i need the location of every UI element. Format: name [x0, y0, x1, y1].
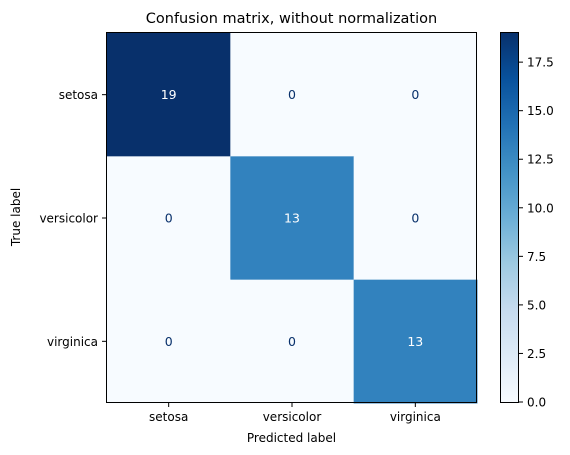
colorbar-tick-label: 7.5: [527, 250, 546, 264]
chart-title: Confusion matrix, without normalization: [146, 11, 437, 27]
x-tick-label: setosa: [149, 410, 188, 424]
heatmap-cell-labels: 19 0 0 0 13 0 0 0 13: [161, 87, 424, 349]
cell-value-label: 0: [165, 334, 173, 349]
plot-frame: [106, 32, 477, 403]
cell-value-label: 0: [288, 334, 296, 349]
y-axis-label: True label: [9, 188, 23, 247]
cell-value-label: 13: [407, 334, 423, 349]
y-tick-label: versicolor: [39, 211, 98, 225]
x-axis-ticks: setosa versicolor virginica: [149, 403, 441, 424]
heatmap-cell: [353, 33, 478, 157]
cell-value-label: 0: [288, 87, 296, 102]
heatmap-cell: [107, 279, 231, 404]
colorbar-frame: [500, 32, 519, 403]
x-tick-label: virginica: [390, 410, 441, 424]
cell-value-label: 0: [411, 210, 419, 225]
y-tick-label: virginica: [47, 335, 98, 349]
colorbar-tick-label: 5.0: [527, 298, 546, 312]
x-axis-label: Predicted label: [247, 431, 336, 445]
colorbar-tick-label: 10.0: [527, 201, 554, 215]
y-tick-label: setosa: [59, 88, 98, 102]
colorbar-tick-label: 17.5: [527, 56, 554, 70]
heatmap-cell: [353, 279, 478, 404]
heatmap-cell: [353, 156, 478, 281]
heatmap-cells: [107, 33, 478, 404]
heatmap-cell: [107, 156, 231, 281]
cell-value-label: 19: [161, 87, 177, 102]
cell-value-label: 0: [165, 210, 173, 225]
x-tick-label: versicolor: [263, 410, 322, 424]
cell-value-label: 13: [284, 210, 300, 225]
cell-value-label: 0: [411, 87, 419, 102]
colorbar: [500, 32, 519, 402]
colorbar-ticks: 0.0 2.5 5.0 7.5 10.0 12.5 15.0 17.5: [519, 56, 554, 410]
colorbar-tick-label: 2.5: [527, 347, 546, 361]
colorbar-tick-label: 0.0: [527, 396, 546, 410]
heatmap-cell: [230, 33, 355, 157]
colorbar-tick-label: 15.0: [527, 104, 554, 118]
heatmap-cell: [230, 156, 355, 281]
heatmap-cell: [230, 279, 355, 404]
colorbar-tick-label: 12.5: [527, 153, 554, 167]
heatmap-cell: [107, 33, 231, 157]
y-axis-ticks: setosa versicolor virginica: [39, 88, 106, 349]
